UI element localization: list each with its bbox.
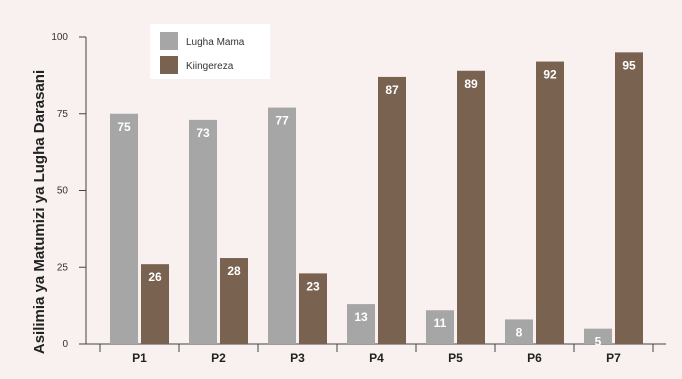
legend-swatch-kiingereza [160,56,178,74]
bar [584,328,612,344]
data-label: 75 [117,120,131,134]
data-label: 13 [354,310,368,324]
bar [378,76,406,344]
data-label: 87 [385,83,399,97]
x-tick-label: P7 [606,351,621,365]
x-tick-label: P4 [369,351,384,365]
data-label: 95 [622,58,636,72]
bar [347,304,375,344]
bar [457,70,485,345]
bar [220,258,248,344]
bar [110,113,138,344]
axes: 0 25 50 75 100 P1 P2 P3 P4 P5 P6 P7 [51,32,666,365]
data-label: 28 [227,264,241,278]
y-tick-label: 75 [57,109,69,120]
bar [299,273,327,344]
y-tick-label: 0 [62,339,68,350]
x-tick-label: P3 [290,351,305,365]
legend-swatch-lugha-mama [160,32,178,50]
legend: Lugha Mama Kiingereza [150,24,270,79]
bar [536,61,564,345]
y-tick-label: 50 [57,186,69,197]
bar [505,319,533,344]
data-label: 8 [516,325,523,339]
data-label: 5 [595,335,602,349]
x-tick-label: P1 [132,351,147,365]
legend-label-kiingereza: Kiingereza [186,61,234,72]
y-tick-label: 25 [57,262,69,273]
bar [268,107,296,344]
bars: 75 73 77 13 11 8 5 26 28 23 87 89 92 95 [110,52,643,349]
bar [615,52,643,344]
data-label: 73 [196,126,210,140]
x-tick-label: P5 [448,351,463,365]
x-tick-label: P6 [527,351,542,365]
bar [189,119,217,344]
data-label: 23 [306,279,320,293]
bar [141,264,169,344]
data-label: 11 [434,316,447,330]
bar [426,310,454,344]
data-label: 89 [464,77,478,91]
y-axis-label: Asilimia ya Matumizi ya Lugha Darasani [31,70,48,354]
data-label: 92 [543,68,557,82]
x-tick-label: P2 [211,351,226,365]
y-tick-label: 100 [51,32,68,43]
data-label: 26 [148,270,162,284]
data-label: 77 [275,114,289,128]
legend-label-lugha-mama: Lugha Mama [186,37,245,48]
